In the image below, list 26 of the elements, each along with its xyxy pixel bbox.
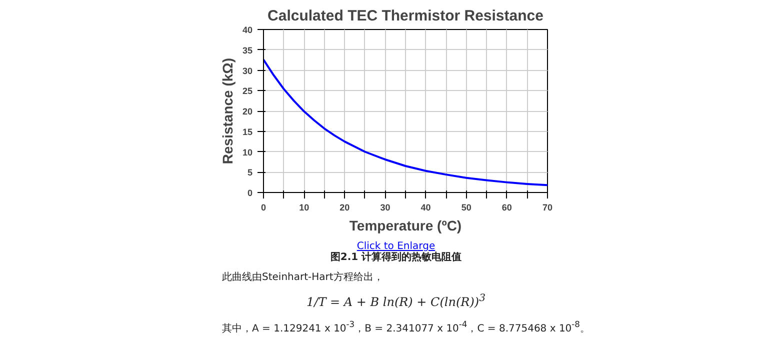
x-tick-label: 50 (461, 202, 472, 212)
y-tick-label: 15 (242, 126, 253, 137)
y-tick-label: 5 (247, 168, 253, 178)
text: 其中，A = 1.129241 x 10$^{-3}$，B = 2.341077 x 10$^{-4}$，C = 8.775468 x 10$^{-8}$。 (222, 318, 591, 336)
y-axis-title: Resistance (kΩ) (219, 58, 236, 164)
y-tick-label: 30 (242, 66, 253, 76)
y-tick-label: 35 (242, 45, 253, 56)
text: 1/T = A + B ln(R) + C(ln(R))$^{3}$ (306, 292, 486, 309)
x-tick-label: 30 (380, 202, 390, 212)
text: 此曲线由Steinhart-Hart方程给出， (222, 272, 384, 284)
y-tick-label: 0 (247, 188, 253, 198)
y-tick-label: 20 (242, 106, 253, 116)
y-tick-label: 10 (242, 147, 253, 158)
chart-title: Calculated TEC Thermistor Resistance (268, 8, 544, 24)
text: Click to Enlarge (356, 241, 436, 252)
y-tick-label: 25 (242, 86, 253, 96)
x-tick-label: 0 (260, 202, 266, 212)
x-tick-label: 10 (299, 202, 310, 212)
caption: 图2.1 计算得到的热敏电阻值 (329, 252, 463, 264)
x-axis-title: Temperature (ºC) (349, 218, 462, 234)
x-tick-label: 20 (340, 202, 350, 212)
x-tick-label: 70 (542, 202, 553, 212)
x-tick-label: 60 (502, 202, 512, 212)
line-series (264, 58, 548, 186)
x-tick-label: 40 (420, 202, 431, 212)
y-tick-label: 40 (242, 25, 253, 35)
